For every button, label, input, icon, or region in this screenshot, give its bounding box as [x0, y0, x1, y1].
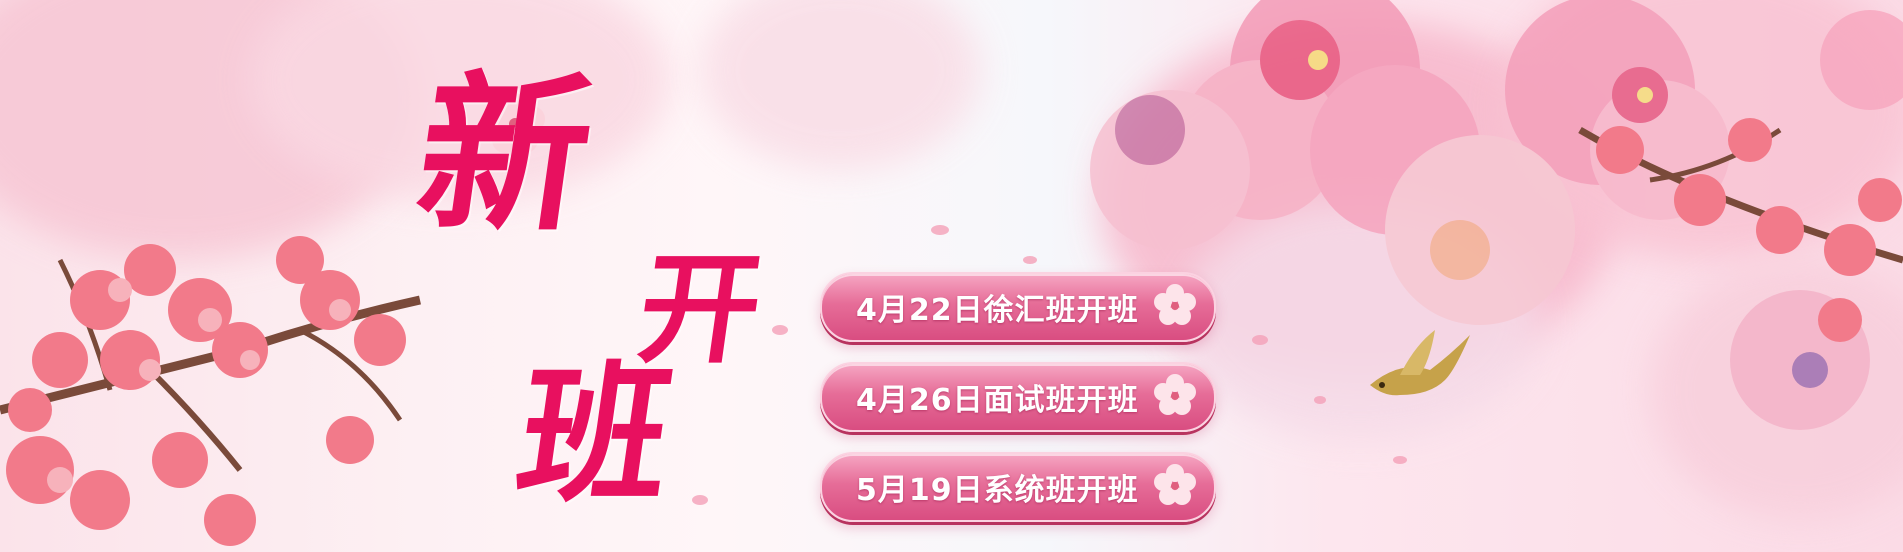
headline-char-class: 班	[507, 347, 683, 523]
schedule-label: 5月19日系统班开班	[856, 473, 1139, 508]
cherry-blossom-icon	[1154, 374, 1196, 415]
schedule-label: 4月22日徐汇班开班	[856, 293, 1139, 328]
bird-icon	[1370, 330, 1470, 396]
schedule-item[interactable]: 5月19日系统班开班	[820, 452, 1216, 522]
cherry-blossom-icon	[1154, 464, 1196, 505]
watercolor-wash	[700, 0, 980, 170]
schedule-item[interactable]: 4月22日徐汇班开班	[820, 272, 1216, 342]
schedule-item[interactable]: 4月26日面试班开班	[820, 362, 1216, 432]
schedule-label: 4月26日面试班开班	[856, 383, 1139, 418]
watercolor-wash	[250, 0, 670, 200]
headline-char-new: 新	[405, 55, 605, 255]
cherry-blossom-icon	[485, 93, 545, 153]
cherry-blossom-icon	[1154, 284, 1196, 325]
